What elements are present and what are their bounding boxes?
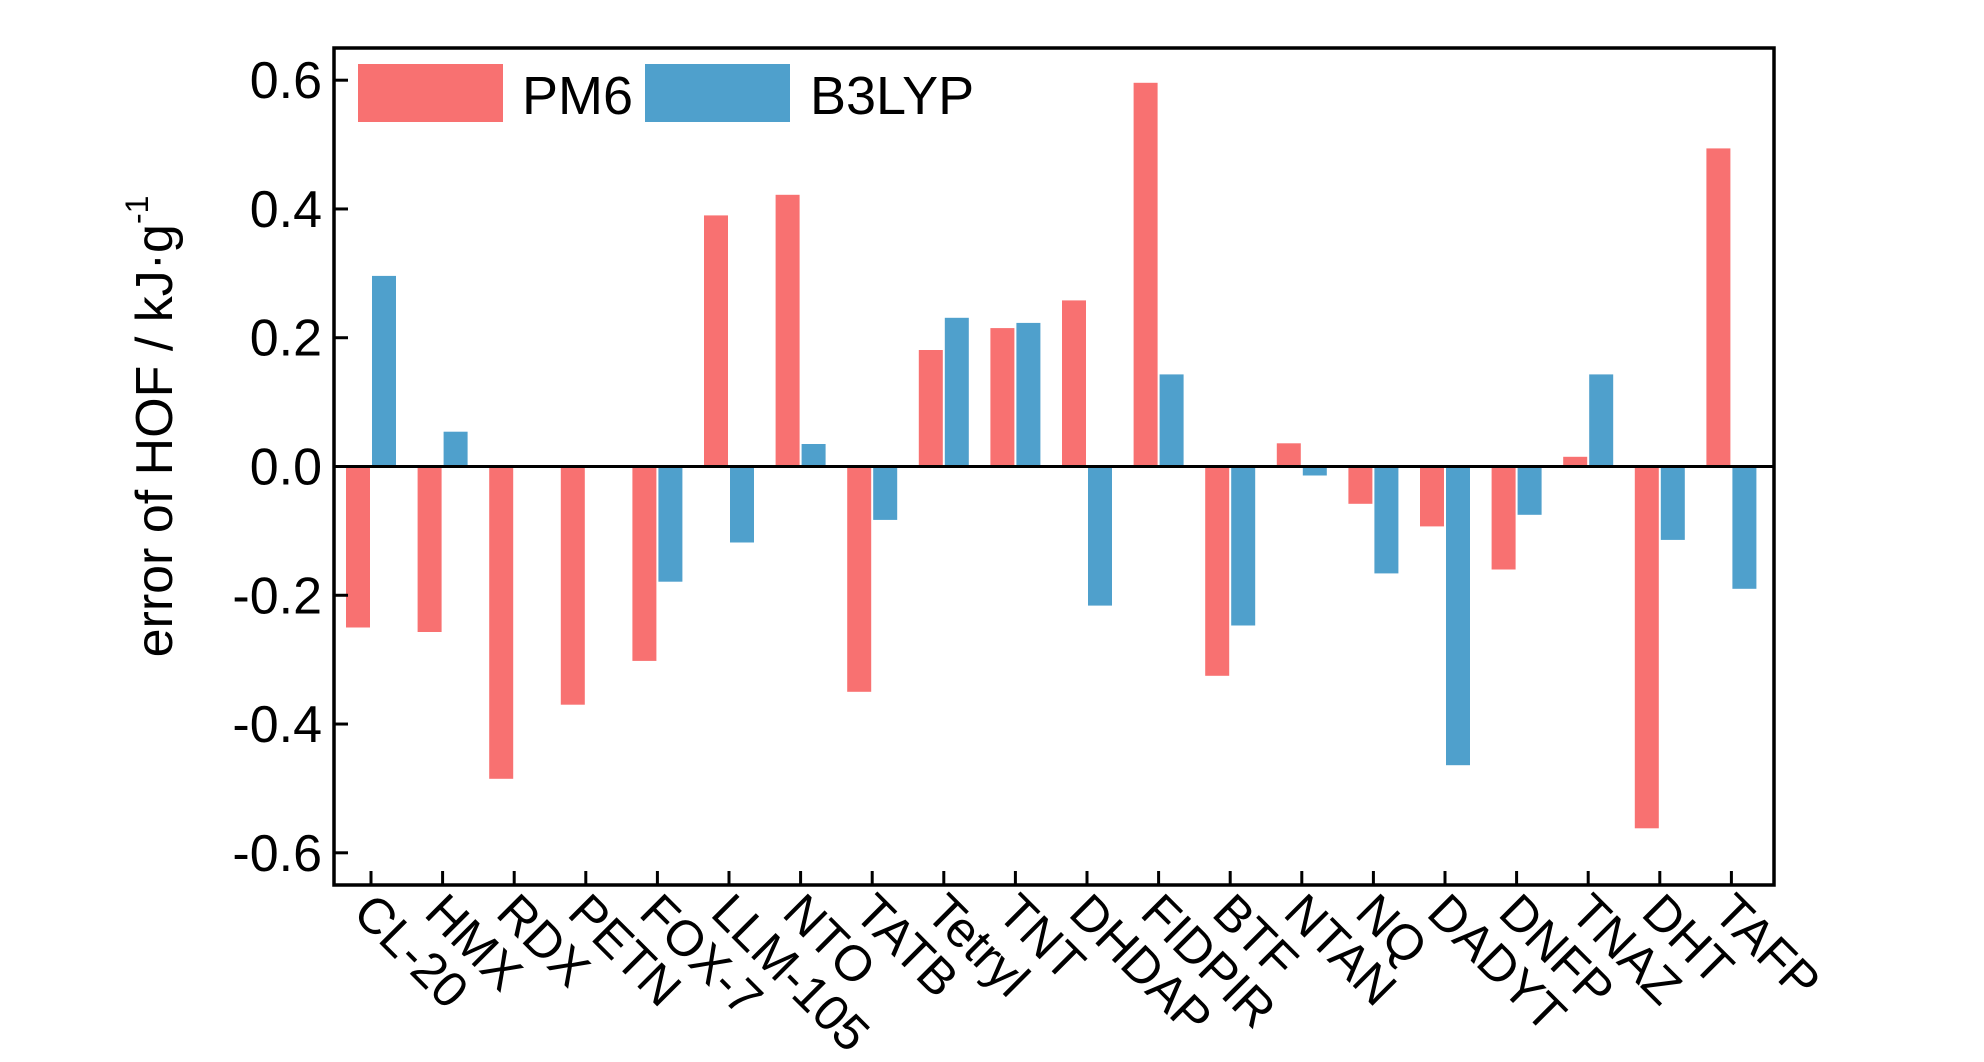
bar-b3lyp-tetryl bbox=[944, 317, 969, 467]
bar-b3lyp-nto bbox=[801, 444, 826, 467]
legend-swatch-b3lyp bbox=[645, 64, 790, 122]
y-tick-label: 0.4 bbox=[250, 181, 322, 239]
bar-pm6-fidpir bbox=[1133, 82, 1158, 467]
bar-b3lyp-tnt bbox=[1016, 322, 1041, 467]
bar-b3lyp-llm-105 bbox=[730, 466, 754, 543]
legend-swatch-pm6 bbox=[358, 64, 503, 122]
x-axis: CL-20HMXRDXPETNFOX-7LLM-105NTOTATBTetryl… bbox=[343, 871, 1831, 1062]
bar-b3lyp-nq bbox=[1374, 466, 1399, 574]
bar-pm6-cl-20 bbox=[346, 466, 370, 628]
bar-pm6-hmx bbox=[417, 466, 442, 632]
bar-pm6-tafp bbox=[1706, 148, 1731, 467]
bar-pm6-dadyt bbox=[1420, 466, 1444, 527]
bar-pm6-fox-7 bbox=[632, 466, 657, 661]
y-tick-label: 0.0 bbox=[250, 439, 322, 497]
bar-b3lyp-tatb bbox=[873, 466, 898, 520]
y-tick-label: 0.6 bbox=[250, 52, 322, 110]
bar-pm6-dht bbox=[1634, 466, 1659, 829]
bar-b3lyp-tafp bbox=[1732, 466, 1757, 589]
bar-pm6-tnaz bbox=[1563, 456, 1588, 467]
bar-pm6-tatb bbox=[847, 466, 872, 692]
bar-pm6-petn bbox=[560, 466, 585, 705]
bar-b3lyp-ntan bbox=[1302, 466, 1327, 476]
y-axis: -0.6 -0.4 -0.2 0.0 0.2 0.4 0.6 bbox=[232, 52, 348, 883]
y-tick-label: -0.6 bbox=[232, 825, 322, 883]
bar-b3lyp-dnfp bbox=[1517, 466, 1542, 515]
bar-b3lyp-dht bbox=[1660, 466, 1685, 540]
bar-pm6-dnfp bbox=[1491, 466, 1516, 570]
bar-pm6-nq bbox=[1348, 466, 1373, 504]
bar-b3lyp-tnaz bbox=[1589, 374, 1614, 467]
bar-b3lyp-fidpir bbox=[1159, 374, 1184, 467]
y-tick-label: -0.2 bbox=[232, 567, 322, 625]
legend: PM6 B3LYP bbox=[358, 64, 974, 126]
y-tick-label: -0.4 bbox=[232, 696, 322, 754]
y-axis-title-text: error of HOF / kJ·g bbox=[126, 224, 184, 657]
bar-b3lyp-cl-20 bbox=[372, 275, 396, 467]
bar-marks bbox=[346, 82, 1757, 829]
bar-pm6-ntan bbox=[1276, 443, 1301, 467]
bar-pm6-nto bbox=[775, 194, 800, 467]
bar-b3lyp-dadyt bbox=[1446, 466, 1470, 766]
bar-b3lyp-hmx bbox=[443, 431, 468, 467]
bar-pm6-tetryl bbox=[918, 350, 943, 467]
bar-b3lyp-dhdap bbox=[1088, 466, 1112, 606]
y-axis-title-superscript: -1 bbox=[119, 196, 155, 224]
legend-label-pm6: PM6 bbox=[522, 66, 633, 126]
bar-pm6-btf bbox=[1205, 466, 1230, 676]
bar-pm6-rdx bbox=[489, 466, 514, 779]
y-axis-title: error of HOF / kJ·g-1 bbox=[119, 196, 184, 658]
bar-pm6-llm-105 bbox=[704, 215, 728, 467]
bar-pm6-tnt bbox=[990, 328, 1015, 467]
legend-label-b3lyp: B3LYP bbox=[810, 66, 974, 126]
y-tick-label: 0.2 bbox=[250, 310, 322, 368]
bar-pm6-dhdap bbox=[1062, 300, 1086, 467]
bar-b3lyp-btf bbox=[1231, 466, 1256, 626]
bar-b3lyp-fox-7 bbox=[658, 466, 683, 582]
